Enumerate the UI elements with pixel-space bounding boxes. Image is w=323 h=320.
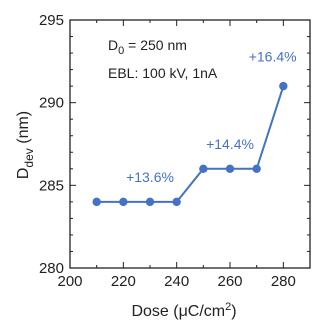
x-tick-label: 200 — [57, 273, 82, 290]
annotation-ebl: EBL: 100 kV, 1nA — [108, 65, 218, 81]
x-tick-label: 260 — [217, 273, 242, 290]
series-line — [96, 85, 285, 203]
annotations: D0 = 250 nm EBL: 100 kV, 1nA — [108, 37, 218, 81]
y-tick-label: 280 — [39, 260, 64, 277]
data-point — [225, 164, 235, 173]
x-axis-title: Dose (μC/cm2) — [131, 301, 236, 320]
y-axis-title: Ddev (nm) — [15, 111, 36, 179]
data-point — [279, 81, 288, 91]
plot-frame — [69, 19, 311, 269]
plot-area: 200 220 240 260 280 280 285 290 295 +13.6% +14.4% +… — [39, 12, 311, 290]
data-point — [199, 164, 208, 173]
y-tick-label: 290 — [39, 95, 64, 112]
x-tick-label: 240 — [164, 273, 189, 290]
data-point — [92, 197, 101, 207]
data-label: +14.4% — [206, 136, 254, 152]
y-tick-label: 295 — [39, 12, 64, 29]
data-point — [119, 197, 128, 207]
data-label: +16.4% — [249, 48, 297, 64]
annotation-d0: D0 = 250 nm — [108, 37, 187, 57]
data-point — [172, 197, 181, 207]
x-tick-label: 220 — [111, 273, 136, 290]
x-tick-label: 280 — [271, 273, 296, 290]
data-point — [145, 197, 155, 207]
y-tick-label: 285 — [39, 177, 64, 194]
data-point — [252, 164, 261, 173]
data-label: +13.6% — [126, 169, 174, 185]
